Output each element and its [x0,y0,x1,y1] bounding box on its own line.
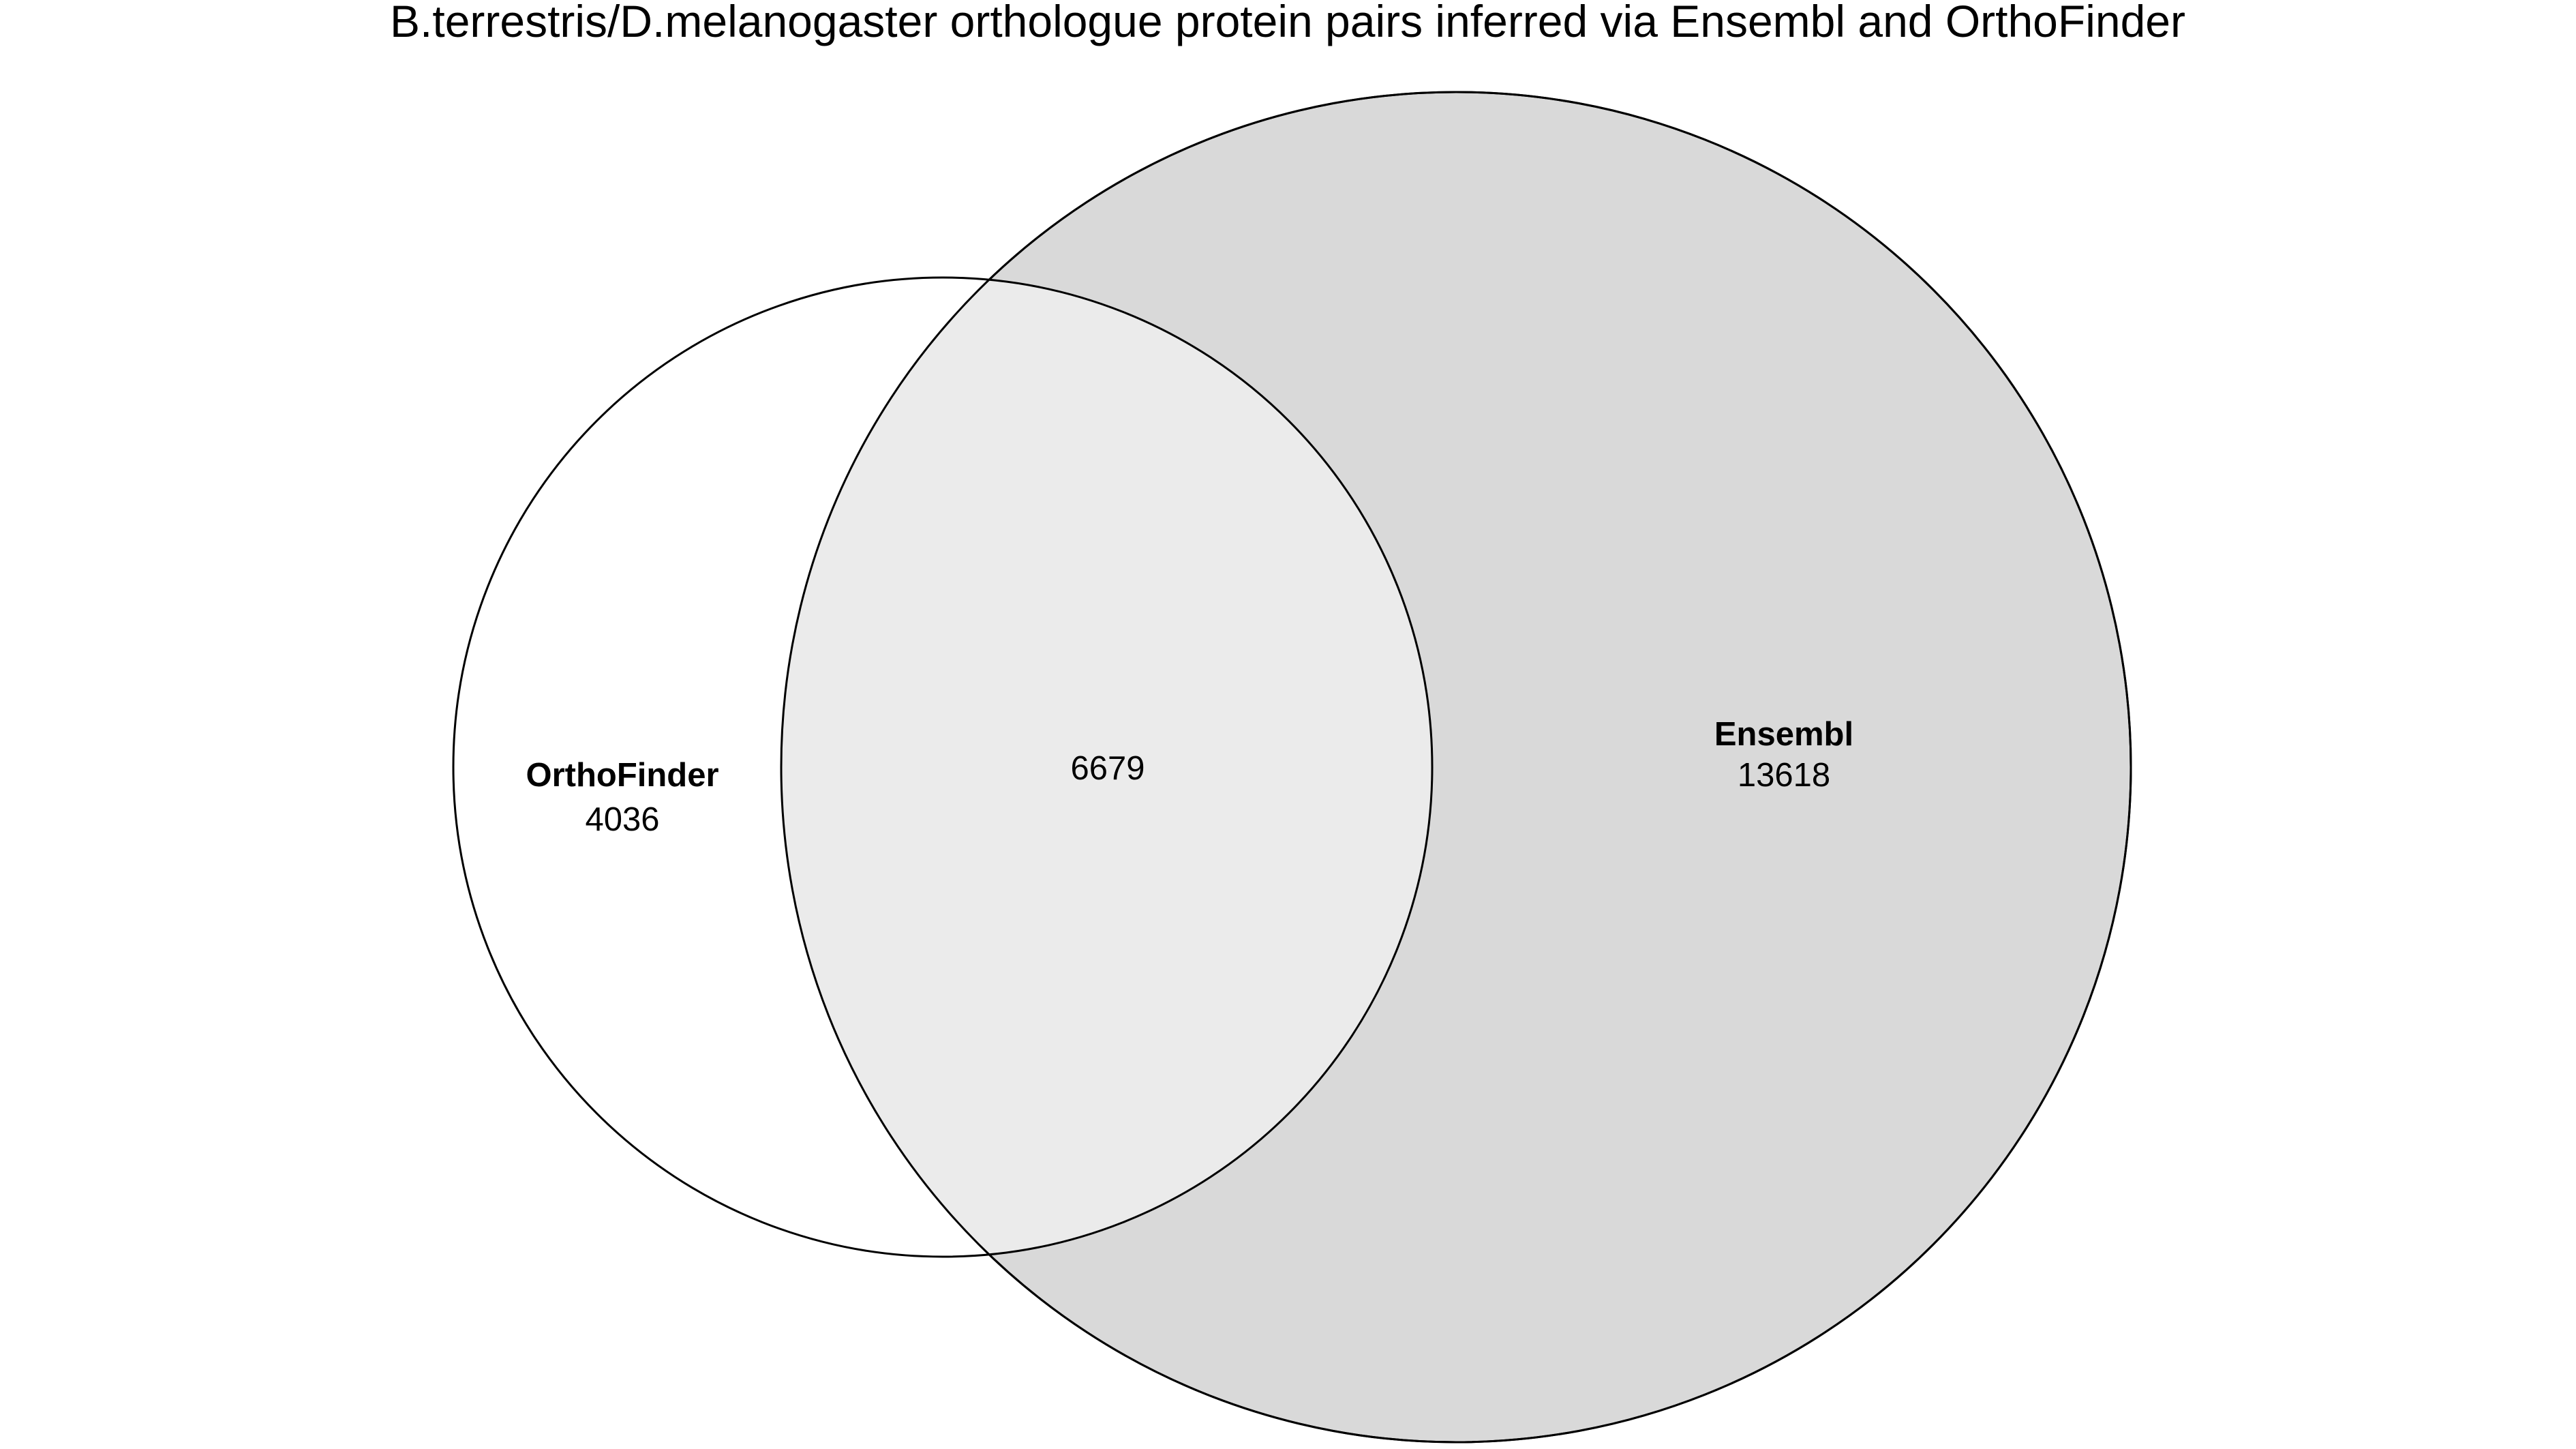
orthofinder-only-count: 4036 [585,801,659,838]
overlap-region [781,278,1432,1257]
ensembl-outline [780,91,2132,1444]
diagram-title: B.terrestris/D.melanogaster orthologue p… [390,0,2185,46]
orthofinder-set-label: OrthoFinder [526,757,718,794]
ensembl-only-count: 13618 [1738,757,1830,794]
ensembl-set-label: Ensembl [1714,716,1853,753]
orthofinder-outline [452,276,1434,1258]
overlap-count: 6679 [1070,750,1145,787]
